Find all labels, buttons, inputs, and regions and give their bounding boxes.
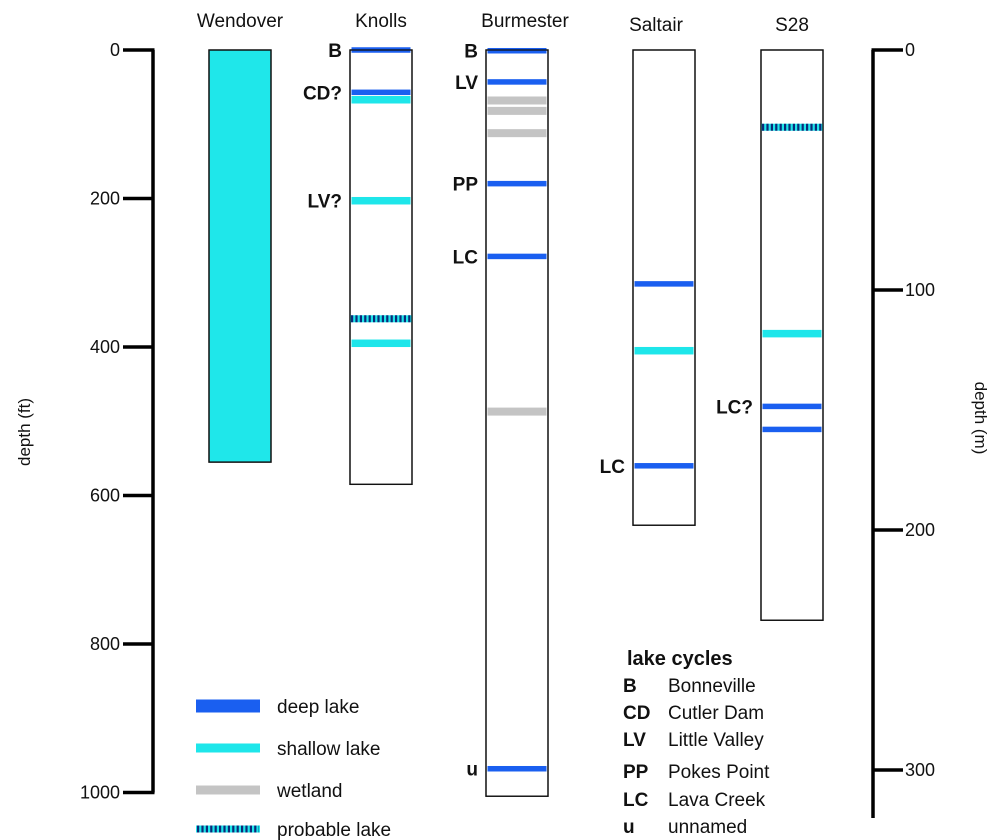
lake-cycle-row: B Bonneville <box>623 676 756 697</box>
lake-cycle-abbr: LC <box>623 790 649 811</box>
core-columns: Wendover KnollsBCD?LV?BurmesterBLVPPLCuSa… <box>197 11 824 797</box>
right-tick-label: 100 <box>905 280 935 300</box>
core-title: Burmester <box>481 11 569 32</box>
left-tick-label: 600 <box>90 486 120 506</box>
legend-swatch-deep <box>196 699 260 713</box>
band-marker-label: LV? <box>308 192 342 213</box>
legend-label: deep lake <box>277 697 359 718</box>
core-title: Wendover <box>197 11 284 32</box>
band-marker-label: u <box>466 760 478 781</box>
lake-cycle-row: u unnamed <box>623 817 747 838</box>
lake-cycle-row: CD Cutler Dam <box>623 703 764 724</box>
probable-lake-band <box>350 315 412 323</box>
lake-cycle-name: unnamed <box>668 817 747 838</box>
band-marker-label: B <box>328 41 342 62</box>
band-marker-label: PP <box>453 175 479 196</box>
legend-label: shallow lake <box>277 739 381 760</box>
deep-lake-band <box>487 47 547 54</box>
deep-lake-band <box>762 403 822 410</box>
core-column-fill <box>208 49 272 463</box>
band-marker-label: LC? <box>716 397 753 418</box>
lake-cycle-abbr: LV <box>623 730 646 751</box>
right-tick-label: 300 <box>905 760 935 780</box>
left-tick-label: 0 <box>110 40 120 60</box>
probable-lake-band <box>761 123 823 131</box>
deep-lake-band <box>634 281 694 287</box>
core-column-border <box>485 49 549 797</box>
legend-swatch-shallow <box>196 743 260 753</box>
left-tick-label: 1000 <box>80 783 120 803</box>
legend-label: probable lake <box>277 820 391 840</box>
core-column-border <box>208 49 272 463</box>
left-tick-label: 400 <box>90 337 120 357</box>
deep-lake-band <box>634 463 694 469</box>
core-column-outline <box>632 49 696 526</box>
lake-cycles-key: lake cycles B Bonneville CD Cutler Dam LV Lit… <box>623 648 770 838</box>
lake-cycle-name: Pokes Point <box>668 762 770 783</box>
deep-lake-band <box>351 89 411 96</box>
deep-lake-band <box>487 253 547 260</box>
lake-cycle-row: LC Lava Creek <box>623 790 766 811</box>
legend-swatch-probable <box>196 825 260 833</box>
band-marker-label: B <box>464 42 478 63</box>
band-marker-label: CD? <box>303 83 342 104</box>
core-column-border <box>760 49 824 621</box>
core-knolls: Knolls B CD? LV? <box>303 11 413 486</box>
band-marker-label: LC <box>600 457 626 478</box>
deep-lake-band <box>487 180 547 187</box>
core-column-border <box>632 49 696 526</box>
legend-swatch-bar <box>196 785 260 795</box>
core-saltair: Saltair LC <box>600 15 696 526</box>
shallow-lake-band <box>351 196 411 205</box>
core-title: Saltair <box>629 15 684 36</box>
deep-lake-band <box>487 79 547 85</box>
deep-lake-band <box>762 426 822 433</box>
right-tick-label: 200 <box>905 520 935 540</box>
shallow-lake-band <box>351 95 411 104</box>
right-axis-title: depth (m) <box>971 382 990 455</box>
legend-swatch-wetland <box>196 785 260 795</box>
right-depth-axis: 0 100 200 300 depth (m) <box>871 40 990 818</box>
core-s28: S28 LC? <box>716 15 824 621</box>
legend: deep lake shallow lake wetland probable lak… <box>196 697 391 840</box>
left-depth-axis: 0 200 400 600 800 1000 depth (ft) <box>15 40 155 803</box>
lake-cycle-name: Bonneville <box>668 676 756 697</box>
shallow-lake-band <box>762 329 822 338</box>
band-marker-label: LV <box>455 73 478 94</box>
left-tick-label: 800 <box>90 634 120 654</box>
legend-label: wetland <box>276 781 343 802</box>
lake-cycle-name: Little Valley <box>668 730 764 751</box>
lake-cycle-abbr: CD <box>623 703 650 724</box>
lake-cycle-name: Lava Creek <box>668 790 766 811</box>
shallow-lake-band <box>351 339 411 348</box>
wetland-lake-band <box>487 106 547 115</box>
left-axis-title: depth (ft) <box>15 398 34 466</box>
core-column-border <box>349 49 413 486</box>
core-title: S28 <box>775 15 809 36</box>
legend-swatch-bar <box>196 699 260 713</box>
lake-cycle-row: LV Little Valley <box>623 730 764 751</box>
core-wendover: Wendover <box>197 11 284 463</box>
wetland-lake-band <box>487 129 547 138</box>
core-title: Knolls <box>355 11 407 32</box>
lake-cycle-abbr: PP <box>623 762 649 783</box>
wetland-lake-band <box>487 96 547 105</box>
wetland-lake-band <box>487 407 547 416</box>
lake-cycle-name: Cutler Dam <box>668 703 764 724</box>
core-column-outline <box>485 49 549 797</box>
right-tick-label: 0 <box>905 40 915 60</box>
legend-swatch-bar <box>196 743 260 753</box>
deep-lake-band <box>487 765 547 772</box>
lake-cycle-row: PP Pokes Point <box>623 762 770 783</box>
shallow-lake-band <box>634 346 694 355</box>
core-column-outline <box>349 49 413 486</box>
lake-cycle-abbr: B <box>623 676 637 697</box>
lake-cycle-abbr: u <box>623 817 635 838</box>
left-tick-label: 200 <box>90 189 120 209</box>
band-marker-label: LC <box>453 247 479 268</box>
lake-cycles-title: lake cycles <box>627 648 733 670</box>
